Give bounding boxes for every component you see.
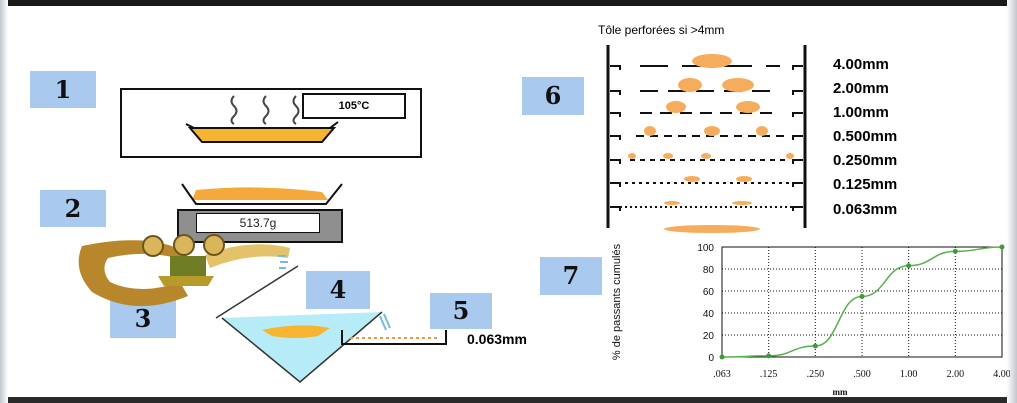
chart-data-point [906, 263, 912, 269]
chart-plot-frame [721, 246, 1003, 358]
chart-data-point [859, 294, 865, 299]
chart-x-ticks: .063 .125 .250 .500 1.00 2.00 4.00 [713, 369, 1010, 380]
sieve-size-label: 0.500mm [833, 128, 898, 145]
wash-sieve-icon [341, 330, 447, 345]
chart-grid [721, 246, 1003, 358]
chart-x-axis-label: mm [833, 387, 848, 397]
chart-y-ticks: 0 20 40 60 80 100 [697, 243, 714, 364]
chart-data-point [719, 354, 725, 360]
chart-x-tick-label: 1.00 [900, 369, 918, 380]
chart-data-point [999, 244, 1005, 250]
chart-data-point [812, 343, 818, 349]
chart-y-tick-label: 20 [703, 331, 715, 342]
sieve-stack-title: Tôle perforées si >4mm [598, 23, 725, 37]
scale-reading: 513.7g [196, 213, 320, 233]
drying-tray-icon [185, 121, 339, 143]
step-7-box: 7 [540, 257, 602, 295]
frame-left-shade [0, 0, 8, 403]
splitter-icon [78, 234, 290, 307]
chart-y-tick-label: 100 [697, 243, 714, 254]
chart-y-tick-label: 0 [708, 353, 714, 364]
sieve-size-label: 0.250mm [833, 152, 898, 169]
sieve-size-label: 0.063mm [833, 201, 898, 218]
sieve-size-label: 2.00mm [833, 80, 889, 97]
step-2-box: 2 [40, 190, 106, 227]
chart-y-tick-label: 80 [703, 265, 715, 276]
heat-wave-icon [230, 95, 300, 125]
step-5-box: 5 [430, 293, 492, 329]
funnel-icon [215, 265, 391, 383]
step-3-box: 3 [110, 300, 176, 338]
chart-x-tick-label: .500 [853, 369, 871, 380]
chart-y-axis-label: % de passants cumulés [611, 243, 623, 360]
balance-tray-icon [181, 183, 343, 205]
chart-x-tick-label: .063 [713, 369, 731, 380]
chart-x-tick-label: 4.00 [993, 369, 1010, 380]
step-4-box: 4 [306, 271, 370, 309]
wash-sieve-label: 0.063mm [467, 331, 527, 347]
chart-x-tick-label: 2.00 [947, 369, 965, 380]
oven-temperature: 105°C [302, 93, 406, 119]
chart-data-point [952, 248, 958, 254]
frame-bottom-border [0, 397, 1017, 403]
chart-y-tick-label: 40 [703, 309, 715, 320]
step-1-box: 1 [30, 71, 96, 108]
frame-right-shade [1007, 0, 1017, 403]
chart-data-point [766, 353, 772, 359]
sieve-size-label: 4.00mm [833, 56, 889, 73]
sieve-icon [606, 45, 807, 233]
sieve-size-label: 1.00mm [833, 104, 889, 121]
chart-y-tick-label: 60 [703, 287, 715, 298]
chart-x-tick-label: .250 [807, 369, 825, 380]
frame-top-border [0, 0, 1017, 6]
sieve-size-label: 0.125mm [833, 176, 898, 193]
step-6-box: 6 [522, 77, 584, 115]
grading-curve-chart: % de passants cumulés mm 0 20 40 60 80 100 .0… [611, 243, 1010, 397]
chart-points [719, 244, 1005, 360]
chart-x-tick-label: .125 [760, 369, 778, 380]
